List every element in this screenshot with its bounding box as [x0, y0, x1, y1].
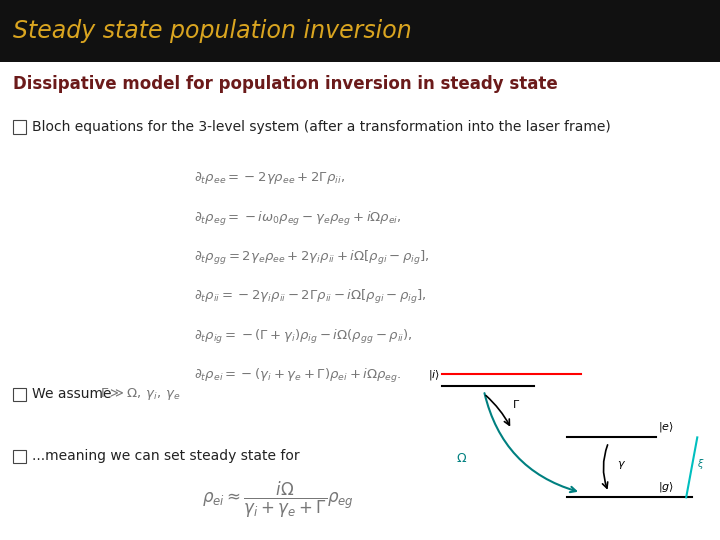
Bar — [13, 120, 26, 134]
Text: $\partial_t \rho_{ig} = -(\Gamma + \gamma_i)\rho_{ig} - i\Omega(\rho_{gg} - \rho: $\partial_t \rho_{ig} = -(\Gamma + \gamm… — [194, 328, 413, 346]
Text: We assume: We assume — [32, 387, 111, 401]
Text: $\partial_t \rho_{eg} = -i\omega_0\rho_{eg} - \gamma_e\rho_{eg} + i\Omega\rho_{e: $\partial_t \rho_{eg} = -i\omega_0\rho_{… — [194, 210, 402, 227]
Text: $\partial_t \rho_{gg} = 2\gamma_e\rho_{ee} + 2\gamma_i\rho_{ii} + i\Omega\left[\: $\partial_t \rho_{gg} = 2\gamma_e\rho_{e… — [194, 249, 430, 267]
Text: $\Gamma \gg \Omega,\, \gamma_i,\, \gamma_e$: $\Gamma \gg \Omega,\, \gamma_i,\, \gamma… — [100, 386, 181, 402]
Text: $|e\rangle$: $|e\rangle$ — [659, 420, 675, 434]
Bar — [13, 388, 26, 401]
Text: $\Omega$: $\Omega$ — [456, 451, 467, 465]
Text: $\partial_t \rho_{ei} = -(\gamma_i + \gamma_e + \Gamma)\rho_{ei} + i\Omega\rho_{: $\partial_t \rho_{ei} = -(\gamma_i + \ga… — [194, 367, 402, 385]
Text: Dissipative model for population inversion in steady state: Dissipative model for population inversi… — [13, 75, 558, 93]
Text: Steady state population inversion: Steady state population inversion — [13, 19, 412, 43]
Text: Bloch equations for the 3-level system (after a transformation into the laser fr: Bloch equations for the 3-level system (… — [32, 120, 611, 134]
Bar — [13, 450, 26, 463]
Text: $|i\rangle$: $|i\rangle$ — [428, 368, 441, 382]
Text: $\partial_t \rho_{ii} = -2\gamma_i\rho_{ii} - 2\Gamma\rho_{ii} - i\Omega\left[\r: $\partial_t \rho_{ii} = -2\gamma_i\rho_{… — [194, 288, 427, 306]
Text: $\gamma$: $\gamma$ — [617, 460, 626, 471]
Bar — [0, 0, 720, 62]
Text: $\xi$: $\xi$ — [697, 457, 705, 471]
Text: ...meaning we can set steady state for: ...meaning we can set steady state for — [32, 449, 300, 463]
Text: $\partial_t \rho_{ee} = -2\gamma\rho_{ee} + 2\Gamma\rho_{ii},$: $\partial_t \rho_{ee} = -2\gamma\rho_{ee… — [194, 170, 346, 186]
Text: $|g\rangle$: $|g\rangle$ — [659, 480, 675, 494]
Text: $\Gamma$: $\Gamma$ — [511, 398, 520, 410]
Text: $\rho_{ei} \approx \dfrac{i\Omega}{\gamma_i + \gamma_e + \Gamma}\rho_{eg}$: $\rho_{ei} \approx \dfrac{i\Omega}{\gamm… — [202, 480, 354, 519]
